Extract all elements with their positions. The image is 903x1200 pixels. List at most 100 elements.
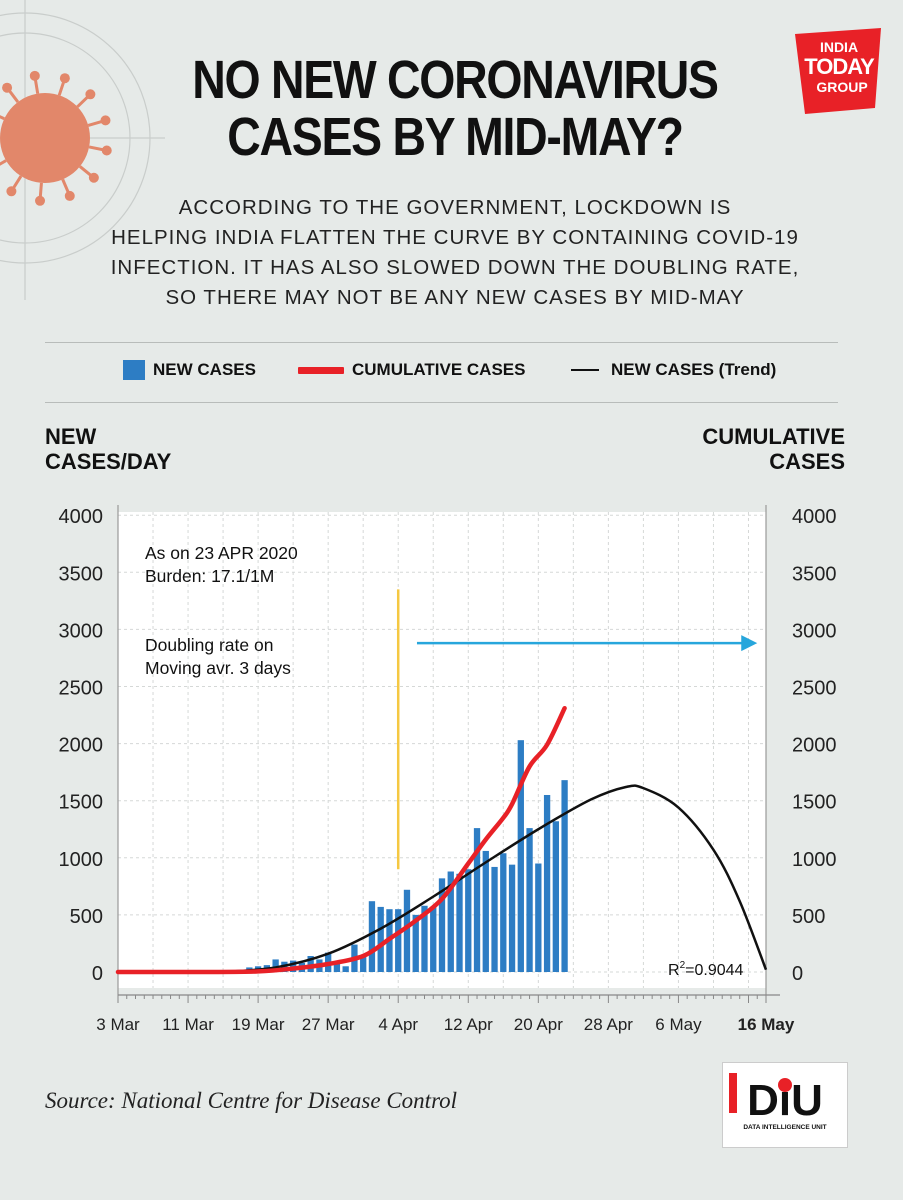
chart-legend: NEW CASES CUMULATIVE CASES NEW CASES (Tr… bbox=[0, 360, 903, 386]
legend-line-swatch bbox=[298, 366, 344, 374]
left-y-tick-label: 3000 bbox=[59, 620, 104, 642]
new-cases-bar bbox=[447, 871, 454, 972]
virus-spike-tip bbox=[64, 190, 75, 201]
left-y-tick-label: 0 bbox=[92, 963, 103, 985]
virus-illustration bbox=[0, 0, 165, 300]
legend-cumulative-label: CUMULATIVE CASES bbox=[352, 360, 526, 379]
right-y-tick-label: 1000 bbox=[792, 849, 837, 871]
title-line-1: NO NEW CORONAVIRUS bbox=[192, 50, 719, 110]
annotation-as-on-2: Burden: 17.1/1M bbox=[145, 566, 274, 586]
diu-bar bbox=[729, 1073, 737, 1113]
virus-spike-tip bbox=[100, 115, 111, 126]
title-line-2: CASES BY MID-MAY? bbox=[227, 107, 684, 167]
x-tick-label: 16 May bbox=[738, 1015, 795, 1034]
right-y-tick-label: 500 bbox=[792, 906, 825, 928]
right-y-tick-label: 4000 bbox=[792, 506, 837, 528]
doubling-arrow-head bbox=[741, 635, 758, 652]
right-y-tick-label: 3000 bbox=[792, 620, 837, 642]
legend-trend-label: NEW CASES (Trend) bbox=[611, 360, 777, 379]
legend-new-cases-label: NEW CASES bbox=[153, 360, 256, 379]
right-axis-title-2: CASES bbox=[769, 449, 845, 474]
new-cases-bar bbox=[465, 869, 472, 972]
virus-spike-tip bbox=[85, 89, 96, 100]
new-cases-bar bbox=[543, 794, 551, 972]
new-cases-bar bbox=[360, 956, 367, 972]
r2-r: R bbox=[668, 962, 680, 979]
new-cases-bar bbox=[333, 961, 341, 972]
r-squared-label: R2=0.9044 bbox=[668, 960, 744, 979]
legend-trend: NEW CASES (Trend) bbox=[571, 360, 776, 380]
new-cases-bar bbox=[535, 863, 542, 972]
right-axis-title-1: CUMULATIVE bbox=[702, 424, 845, 449]
subtitle-line-4: SO THERE MAY NOT BE ANY NEW CASES BY MID… bbox=[165, 286, 745, 309]
subtitle-line-1: ACCORDING TO THE GOVERNMENT, LOCKDOWN IS bbox=[178, 196, 732, 219]
x-tick-label: 27 Mar bbox=[302, 1015, 355, 1034]
r2-value: =0.9044 bbox=[685, 962, 743, 979]
x-tick-label: 12 Apr bbox=[444, 1015, 493, 1034]
new-cases-bar bbox=[491, 866, 498, 972]
new-cases-bar bbox=[473, 828, 481, 972]
virus-spike bbox=[0, 159, 7, 166]
source-note: Source: National Centre for Disease Cont… bbox=[45, 1088, 458, 1113]
virus-spike-tip bbox=[6, 186, 17, 197]
legend-new-cases: NEW CASES bbox=[123, 360, 256, 380]
logo-line-1: INDIA bbox=[820, 39, 858, 55]
new-cases-bar bbox=[438, 878, 446, 972]
annotation-doubling-1: Doubling rate on bbox=[145, 635, 273, 655]
new-cases-bar bbox=[289, 960, 297, 972]
virus-spike-tip bbox=[29, 70, 40, 81]
legend-cumulative: CUMULATIVE CASES bbox=[298, 360, 525, 380]
subtitle-line-3: INFECTION. IT HAS ALSO SLOWED DOWN THE D… bbox=[110, 256, 800, 279]
new-cases-bar bbox=[526, 828, 533, 972]
x-tick-label: 3 Mar bbox=[96, 1015, 140, 1034]
diu-logo: DiU DATA INTELLIGENCE UNIT bbox=[722, 1062, 848, 1148]
left-y-tick-label: 1500 bbox=[59, 792, 104, 814]
new-cases-bar bbox=[342, 966, 349, 972]
axes bbox=[117, 505, 780, 1003]
india-today-logo: INDIA TODAY GROUP bbox=[795, 28, 881, 114]
chart: 0 0 500 500 1000 1000 1500 1500 2000 2000 2500 2500… bbox=[59, 505, 837, 1034]
virus-spike-tip bbox=[2, 82, 13, 93]
new-cases-bar bbox=[500, 853, 507, 972]
new-cases-bar bbox=[561, 780, 568, 972]
left-y-tick-label: 2000 bbox=[59, 735, 104, 757]
x-tick-label: 6 May bbox=[655, 1015, 702, 1034]
divider-top bbox=[45, 342, 838, 343]
r2-sup: 2 bbox=[680, 960, 686, 971]
x-tick-label: 19 Mar bbox=[232, 1015, 285, 1034]
right-y-tick-label: 3500 bbox=[792, 563, 837, 585]
virus-spike-tip bbox=[59, 73, 70, 84]
left-y-tick-label: 1000 bbox=[59, 849, 104, 871]
right-y-tick-label: 0 bbox=[792, 963, 803, 985]
x-tick-label: 4 Apr bbox=[378, 1015, 418, 1034]
x-tick-label: 20 Apr bbox=[514, 1015, 563, 1034]
left-axis-title-1: NEW bbox=[45, 424, 97, 449]
diu-caption: DATA INTELLIGENCE UNIT bbox=[743, 1124, 826, 1131]
subtitle-line-2: HELPING INDIA FLATTEN THE CURVE BY CONTA… bbox=[111, 226, 799, 249]
new-cases-bar bbox=[517, 740, 524, 972]
new-cases-bar bbox=[508, 864, 516, 972]
legend-trend-swatch bbox=[571, 369, 599, 371]
new-cases-bar bbox=[412, 914, 419, 972]
left-axis-title-2: CASES/DAY bbox=[45, 449, 172, 474]
subtitle: ACCORDING TO THE GOVERNMENT, LOCKDOWN IS… bbox=[90, 193, 820, 313]
trend-line bbox=[222, 784, 768, 974]
right-y-tick-label: 1500 bbox=[792, 792, 837, 814]
new-cases-bar bbox=[377, 906, 384, 972]
right-y-tick-label: 2000 bbox=[792, 735, 837, 757]
virus-spike-tip bbox=[101, 145, 112, 156]
new-cases-bar bbox=[552, 821, 559, 972]
diu-dot bbox=[778, 1078, 792, 1092]
virus-spike-tip bbox=[35, 195, 46, 206]
left-y-tick-label: 4000 bbox=[59, 506, 104, 528]
new-cases-bar bbox=[482, 850, 489, 972]
virus-spike-tip bbox=[88, 172, 99, 183]
right-y-tick-label: 2500 bbox=[792, 678, 837, 700]
virus-spike bbox=[0, 115, 5, 121]
new-cases-bar bbox=[403, 889, 411, 972]
logo-line-3: GROUP bbox=[816, 79, 867, 95]
new-cases-bar bbox=[307, 956, 314, 972]
annotation-as-on-1: As on 23 APR 2020 bbox=[145, 543, 298, 563]
new-cases-bar bbox=[395, 909, 402, 972]
new-cases-bar bbox=[272, 959, 279, 972]
